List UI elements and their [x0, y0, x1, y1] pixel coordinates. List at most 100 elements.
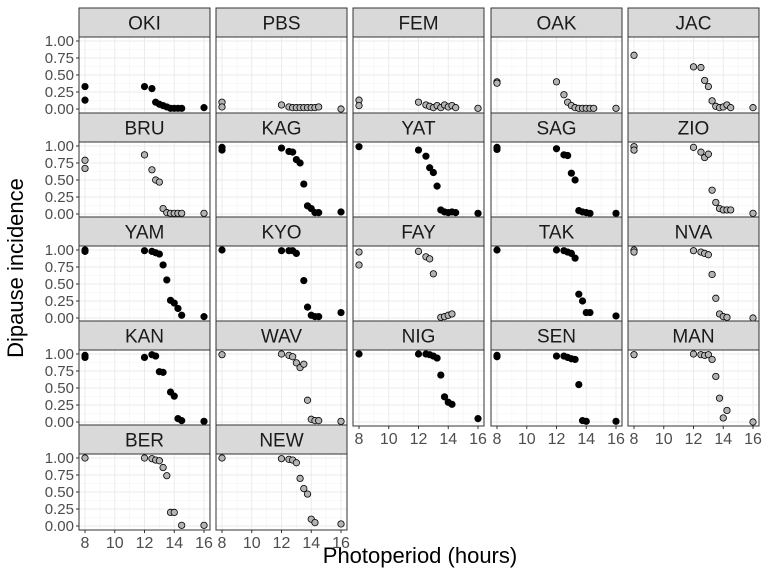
data-point [701, 76, 709, 85]
panel-ber: BER 0.000.250.500.751.00 8 10 12 14 16 [45, 424, 213, 552]
data-point [586, 209, 594, 217]
strip-label: FEM [398, 14, 438, 35]
strip-background [352, 7, 485, 38]
panel-man: MAN 8 10 12 14 16 [627, 320, 762, 448]
data-point [575, 290, 583, 298]
data-point [300, 276, 308, 285]
gridlines [79, 246, 210, 322]
data-point [140, 353, 149, 361]
strip-label: SAG [536, 119, 576, 140]
data-point [630, 51, 638, 59]
strip-background [215, 424, 348, 455]
data-point [723, 406, 731, 415]
strip-label: KAG [261, 119, 301, 140]
gridlines [79, 350, 210, 426]
data-point [277, 247, 286, 255]
data-point [159, 261, 167, 269]
x-tick-label: 16 [469, 431, 487, 448]
data-point [414, 350, 423, 358]
data-point [452, 104, 460, 112]
data-point [712, 294, 720, 302]
x-tick-label: 12 [548, 431, 566, 448]
data-point [315, 313, 323, 321]
data-point [178, 417, 186, 425]
gridlines [628, 246, 759, 322]
data-point [218, 103, 226, 111]
data-point [303, 490, 312, 498]
strip-label: BER [125, 431, 164, 452]
data-point [303, 396, 312, 404]
data-point [303, 303, 312, 311]
data-point [567, 169, 575, 177]
data-point [414, 146, 423, 154]
y-tick-label: 1.00 [45, 33, 74, 50]
data-point [689, 143, 698, 151]
strip-label: FAY [401, 223, 436, 244]
data-point [178, 521, 186, 529]
data-point [422, 152, 430, 160]
data-point [174, 304, 182, 313]
data-point [552, 246, 561, 254]
data-point [81, 353, 89, 361]
data-point [200, 209, 208, 217]
data-point [552, 352, 561, 360]
y-tick-label: 0.25 [45, 501, 74, 518]
x-tick-label: 14 [714, 431, 732, 448]
data-point [704, 251, 712, 259]
data-point [200, 104, 208, 112]
data-point [612, 417, 620, 425]
data-point [178, 311, 186, 319]
x-tick-label: 10 [243, 535, 261, 552]
x-tick-label: 14 [165, 535, 183, 552]
data-point [292, 459, 300, 467]
data-point [81, 96, 89, 104]
strip-label: TAK [539, 223, 575, 244]
data-point [426, 255, 434, 263]
panel-new: NEW 8 10 12 14 16 [215, 424, 350, 552]
data-point [277, 101, 286, 109]
data-point [355, 350, 363, 358]
x-tick-label: 12 [136, 535, 154, 552]
data-point [200, 417, 208, 425]
data-point [708, 97, 716, 105]
strip-label: KYO [261, 223, 301, 244]
gridlines [491, 142, 622, 218]
data-point [218, 146, 226, 154]
data-point [493, 246, 501, 254]
data-point [337, 308, 345, 317]
gridlines [628, 350, 759, 426]
strip-background [490, 112, 623, 143]
data-point [749, 314, 757, 322]
data-point [315, 209, 323, 217]
data-point [277, 144, 286, 152]
data-point [630, 351, 638, 359]
data-point [355, 143, 363, 151]
gridlines [491, 37, 622, 113]
data-point [81, 454, 89, 462]
panel-pbs: PBS [215, 7, 348, 114]
y-tick-label: 0.00 [45, 206, 74, 223]
data-point [414, 98, 423, 106]
y-tick-label: 0.00 [45, 101, 74, 118]
strip-background [352, 216, 485, 247]
data-point [578, 297, 587, 305]
data-point [429, 168, 437, 177]
panel-sen: SEN 8 10 12 14 16 [490, 320, 625, 448]
data-point [296, 474, 304, 482]
data-point [474, 209, 482, 217]
gridlines [353, 142, 484, 218]
data-point [630, 146, 638, 154]
data-point [582, 417, 590, 425]
data-point [355, 261, 363, 269]
x-tick-label: 12 [410, 431, 428, 448]
data-point [152, 352, 160, 360]
data-point [571, 254, 579, 262]
x-tick-label: 16 [744, 431, 762, 448]
data-point [586, 308, 594, 317]
y-tick-label: 0.50 [45, 484, 74, 501]
data-point [414, 247, 423, 255]
strip-background [627, 112, 760, 143]
data-point [218, 246, 226, 254]
data-point [311, 518, 319, 527]
